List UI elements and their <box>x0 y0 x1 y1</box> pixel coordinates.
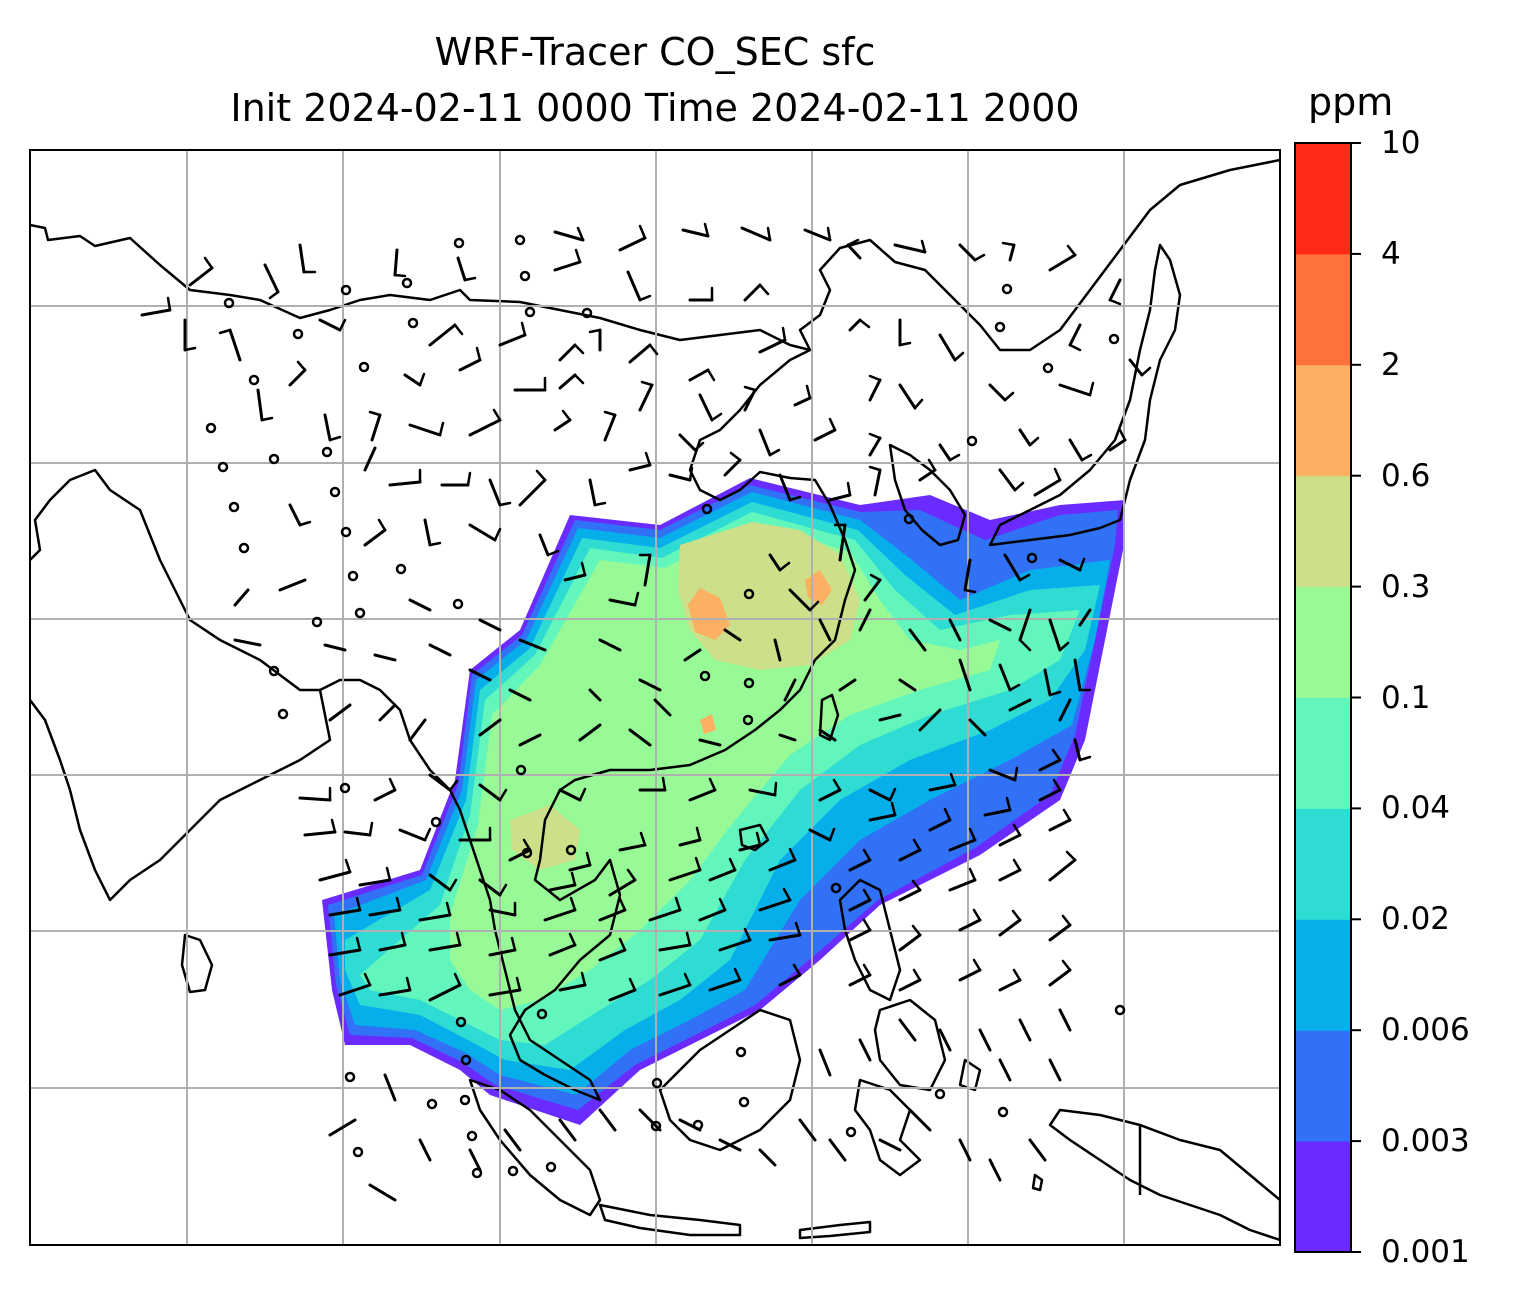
colorbar-segment <box>1295 475 1351 588</box>
colorbar-tick-label: 0.6 <box>1381 457 1431 494</box>
field-band-0.3 <box>510 522 860 870</box>
coastline-java <box>598 1203 742 1237</box>
coastline-new-guinea <box>1048 1108 1280 1242</box>
colorbar-tick-label: 0.04 <box>1381 790 1451 827</box>
coastline-philippines-luzon <box>838 878 902 1002</box>
colorbar-segment <box>1295 364 1351 477</box>
map-frame <box>29 149 1281 1246</box>
coastline-india <box>30 468 332 902</box>
colorbar-tick-label: 4 <box>1381 235 1401 272</box>
calm-wind-markers <box>205 234 1126 1179</box>
coastline-asia-mainland <box>30 158 1280 352</box>
wind-barb-shafts <box>140 226 1144 1202</box>
coastline-indochina <box>319 678 622 1102</box>
colorbar-segment <box>1295 1141 1351 1253</box>
coastline-island-halmahera <box>958 1058 982 1092</box>
colorbar-ticks <box>1351 142 1361 1253</box>
coastline-japan <box>988 243 1182 547</box>
colorbar-tick-label: 0.001 <box>1381 1234 1470 1270</box>
wind-barb-flags <box>166 222 1152 992</box>
colorbar-tick-label: 0.003 <box>1381 1123 1470 1160</box>
gridlines <box>30 150 1280 1245</box>
coastline-borneo <box>658 1008 802 1152</box>
colorbar-segment <box>1295 808 1351 920</box>
colorbar-segment <box>1295 1030 1351 1142</box>
plot-title-line2: Init 2024-02-11 0000 Time 2024-02-11 200… <box>230 86 1080 130</box>
coastline-korea-china <box>559 348 857 792</box>
colorbar-segment <box>1295 253 1351 366</box>
colorbar-tick-label: 10 <box>1381 125 1421 161</box>
colorbar-unit-label: ppm <box>1308 80 1394 124</box>
coastline-sumatra <box>468 1078 602 1217</box>
colorbar-segment <box>1295 586 1351 698</box>
colorbar-segment <box>1295 919 1351 1031</box>
concentration-field <box>322 478 1125 1125</box>
coastline-sulawesi <box>853 1078 922 1177</box>
colorbar-segment <box>1295 697 1351 809</box>
colorbar <box>1295 143 1351 1253</box>
coastline-philippines-south <box>873 998 947 1092</box>
colorbar-tick-label: 2 <box>1381 346 1401 383</box>
coastlines <box>30 158 1280 1242</box>
plot-title-line1: WRF-Tracer CO_SEC sfc <box>434 30 876 74</box>
colorbar-segment <box>1295 143 1351 255</box>
coastline-island-timor <box>798 1220 872 1240</box>
coastline-korea-peninsula <box>888 443 967 547</box>
coastline-sri-lanka <box>180 933 214 994</box>
wind-barbs <box>140 222 1152 1202</box>
coastline-island-small-e <box>1031 1173 1044 1192</box>
colorbar-tick-label: 0.02 <box>1381 901 1451 938</box>
colorbar-tick-label: 0.3 <box>1381 568 1431 605</box>
colorbar-tick-label: 0.006 <box>1381 1012 1470 1049</box>
field-band-0.1 <box>450 522 1000 1010</box>
field-band-0.6 <box>688 570 832 734</box>
colorbar-tick-label: 0.1 <box>1381 679 1431 716</box>
